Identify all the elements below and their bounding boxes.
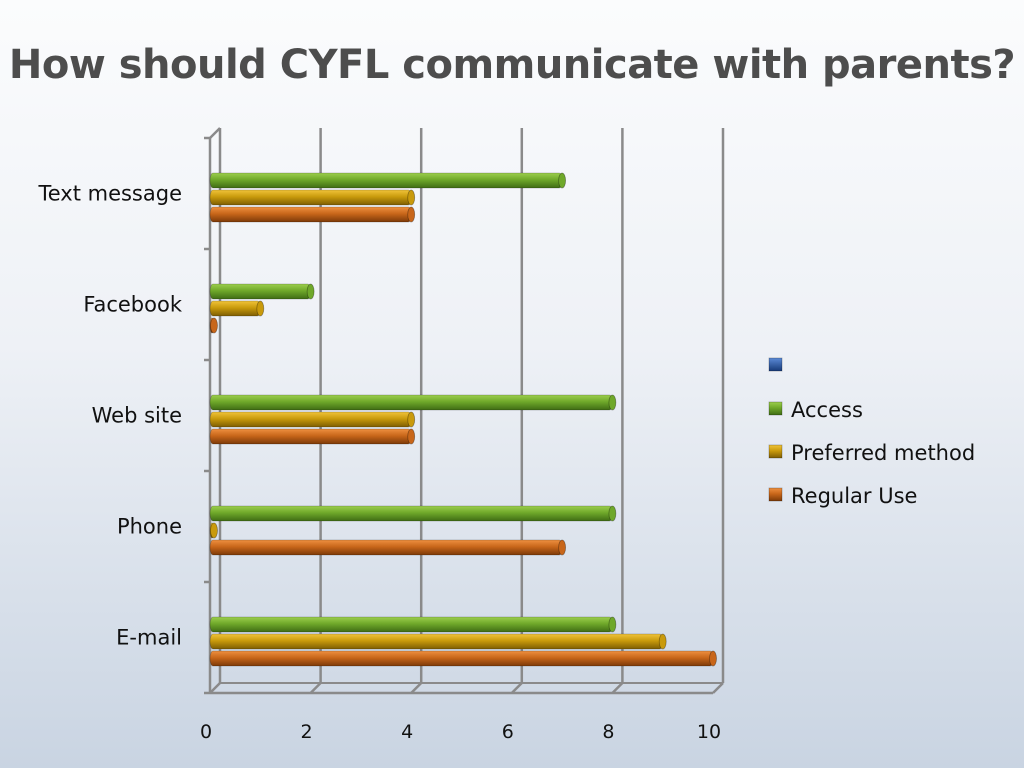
legend: Access Preferred method Regular Use bbox=[768, 357, 975, 508]
floor-line bbox=[410, 682, 423, 694]
x-tick-label: 0 bbox=[200, 721, 212, 743]
bar-cap bbox=[407, 411, 416, 428]
floor-line bbox=[712, 682, 724, 694]
category-label: Phone bbox=[117, 515, 182, 539]
x-tick-label: 2 bbox=[301, 721, 313, 743]
bar bbox=[209, 650, 714, 667]
legend-swatch bbox=[768, 444, 783, 459]
bar-cap bbox=[256, 300, 265, 317]
category-label: Web site bbox=[92, 404, 182, 428]
x-tick-label: 10 bbox=[697, 721, 721, 743]
bar-cap bbox=[407, 189, 416, 206]
chart-title: How should CYFL communicate with parents… bbox=[8, 42, 1016, 88]
bar bbox=[209, 189, 412, 206]
x-tick-label: 8 bbox=[602, 721, 614, 743]
bar-cap bbox=[709, 650, 717, 667]
bar bbox=[209, 206, 412, 223]
legend-swatch bbox=[768, 487, 783, 502]
bar bbox=[209, 505, 613, 522]
bar bbox=[209, 428, 412, 445]
category-label: Text message bbox=[37, 182, 182, 206]
bar-cap bbox=[558, 172, 566, 189]
bar bbox=[209, 300, 261, 317]
labels: 0 2 4 6 8 10 Text message Facebook Web site Phone… bbox=[37, 182, 721, 744]
bar-cap bbox=[608, 616, 617, 633]
floor-line bbox=[510, 682, 523, 694]
legend-label: Access bbox=[791, 398, 863, 422]
bar bbox=[209, 283, 311, 300]
bar bbox=[209, 394, 613, 411]
category-label: Facebook bbox=[83, 293, 183, 317]
bar bbox=[209, 633, 664, 650]
legend-label: Preferred method bbox=[791, 441, 975, 465]
x-tick-label: 6 bbox=[502, 721, 514, 743]
bar-cap bbox=[306, 283, 315, 300]
bar-cap bbox=[210, 317, 218, 334]
category-label: E-mail bbox=[116, 626, 182, 650]
bar-cap bbox=[558, 539, 566, 556]
legend-label: Regular Use bbox=[791, 484, 917, 508]
bar bbox=[209, 172, 563, 189]
floor-line bbox=[309, 682, 322, 694]
bar-cap bbox=[608, 394, 617, 411]
bars bbox=[209, 172, 717, 667]
bar bbox=[209, 616, 613, 633]
bar bbox=[209, 539, 563, 556]
bar-cap bbox=[407, 206, 416, 223]
bar bbox=[209, 411, 412, 428]
bar-cap bbox=[658, 633, 667, 650]
bar-cap bbox=[407, 428, 416, 445]
floor-line bbox=[209, 682, 221, 694]
legend-swatch bbox=[768, 401, 783, 416]
legend-swatch bbox=[768, 357, 783, 372]
x-tick-label: 4 bbox=[401, 721, 413, 743]
floor-line bbox=[611, 682, 624, 694]
wall-top bbox=[209, 127, 221, 139]
bar-cap bbox=[210, 522, 218, 539]
bar-cap bbox=[608, 505, 617, 522]
